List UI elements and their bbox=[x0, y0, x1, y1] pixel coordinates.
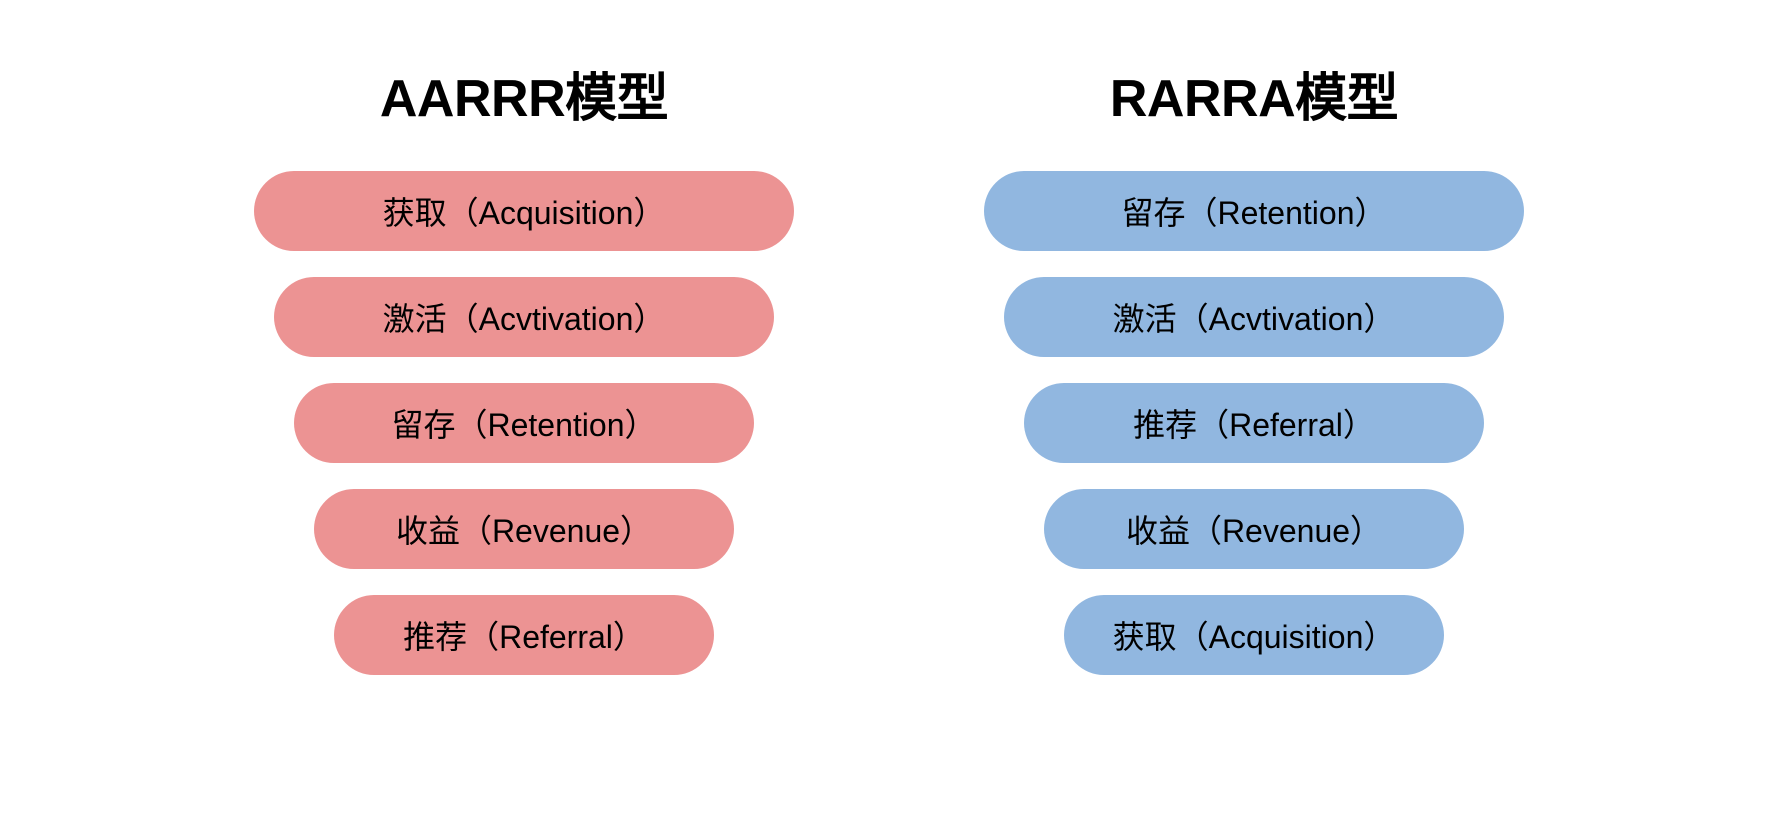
aarrr-pill-1: 激活（Acvtivation） bbox=[274, 277, 774, 357]
aarrr-pill-0-label: 获取（Acquisition） bbox=[383, 188, 666, 234]
aarrr-pill-4: 推荐（Referral） bbox=[334, 595, 714, 675]
rarra-pill-4-label: 获取（Acquisition） bbox=[1113, 612, 1396, 658]
aarrr-title: AARRR模型 bbox=[380, 56, 668, 131]
rarra-pill-3-label: 收益（Revenue） bbox=[1126, 506, 1382, 552]
rarra-pill-0: 留存（Retention） bbox=[984, 171, 1524, 251]
aarrr-pill-3-label: 收益（Revenue） bbox=[396, 506, 652, 552]
aarrr-pill-2: 留存（Retention） bbox=[294, 383, 754, 463]
aarrr-pill-3: 收益（Revenue） bbox=[314, 489, 734, 569]
rarra-pill-0-label: 留存（Retention） bbox=[1122, 188, 1387, 234]
rarra-pill-2: 推荐（Referral） bbox=[1024, 383, 1484, 463]
rarra-pill-1: 激活（Acvtivation） bbox=[1004, 277, 1504, 357]
rarra-pill-2-label: 推荐（Referral） bbox=[1133, 400, 1375, 446]
aarrr-pill-4-label: 推荐（Referral） bbox=[403, 612, 645, 658]
rarra-model-column: RARRA模型 留存（Retention） 激活（Acvtivation） 推荐… bbox=[984, 56, 1524, 675]
rarra-title: RARRA模型 bbox=[1110, 56, 1398, 131]
aarrr-pill-0: 获取（Acquisition） bbox=[254, 171, 794, 251]
aarrr-pill-1-label: 激活（Acvtivation） bbox=[383, 294, 666, 340]
aarrr-model-column: AARRR模型 获取（Acquisition） 激活（Acvtivation） … bbox=[254, 56, 794, 675]
rarra-pill-3: 收益（Revenue） bbox=[1044, 489, 1464, 569]
rarra-pill-4: 获取（Acquisition） bbox=[1064, 595, 1444, 675]
rarra-pill-1-label: 激活（Acvtivation） bbox=[1113, 294, 1396, 340]
aarrr-pill-2-label: 留存（Retention） bbox=[392, 400, 657, 446]
